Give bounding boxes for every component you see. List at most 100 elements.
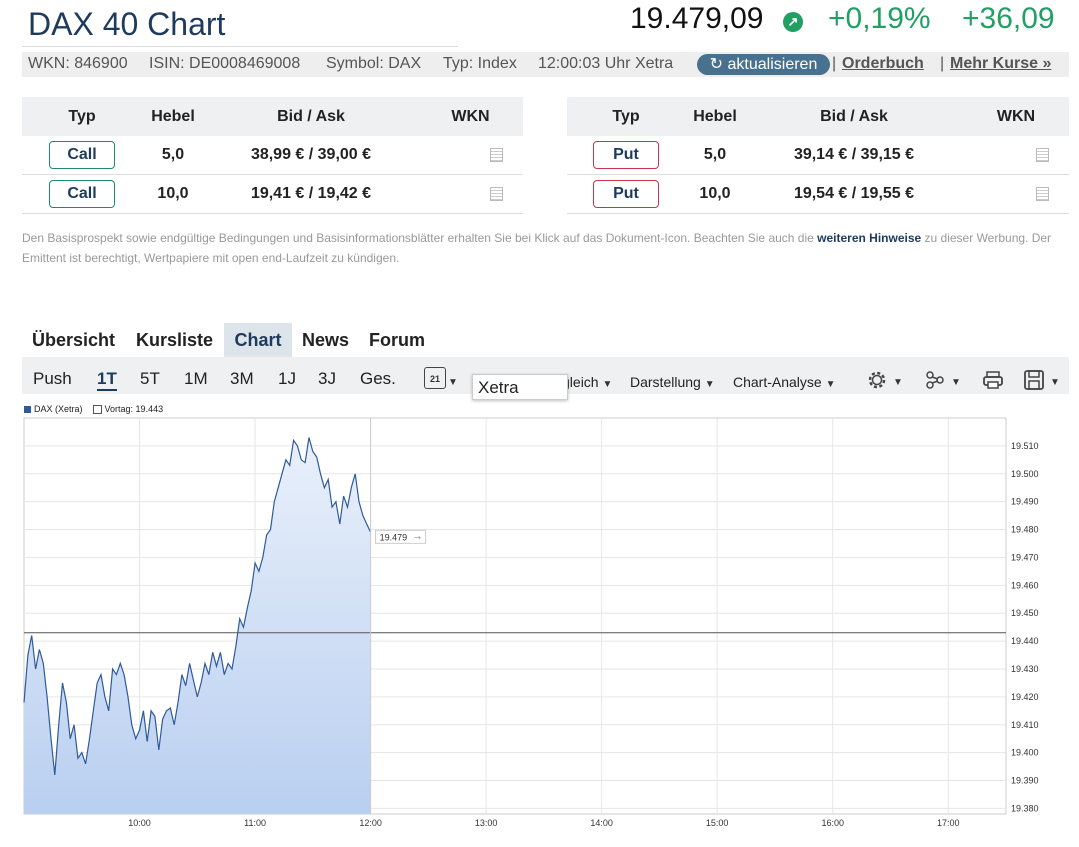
change-absolute: +36,09 xyxy=(962,2,1055,35)
lever-value: 5,0 xyxy=(685,136,745,175)
table-header: Typ Hebel Bid / Ask WKN xyxy=(22,97,523,136)
document-icon[interactable] xyxy=(1036,186,1049,201)
x-tick-label: 13:00 xyxy=(475,818,498,828)
range-1j[interactable]: 1J xyxy=(278,369,296,388)
calendar-icon[interactable]: 21 xyxy=(424,367,446,389)
x-tick-label: 14:00 xyxy=(590,818,613,828)
col-type: Typ xyxy=(22,97,142,136)
document-icon[interactable] xyxy=(1036,147,1049,162)
range-5t[interactable]: 5T xyxy=(140,369,160,388)
display-label: Darstellung xyxy=(630,374,701,390)
col-lever: Hebel xyxy=(142,97,204,136)
range-1m[interactable]: 1M xyxy=(184,369,208,388)
col-bidask: Bid / Ask xyxy=(204,97,418,136)
chevron-down-icon: ▼ xyxy=(825,379,836,390)
col-bidask: Bid / Ask xyxy=(745,97,963,136)
col-lever: Hebel xyxy=(685,97,745,136)
table-row: Put 5,0 39,14 € / 39,15 € xyxy=(567,136,1069,175)
y-tick-label: 19.390 xyxy=(1011,776,1039,786)
disclaimer: Den Basisprospekt sowie endgültige Bedin… xyxy=(22,228,1062,268)
gear-icon[interactable] xyxy=(866,369,888,391)
col-wkn: WKN xyxy=(418,97,523,136)
chevron-down-icon: ▼ xyxy=(602,379,613,390)
quote-time: 12:00:03 Uhr Xetra xyxy=(538,55,674,72)
call-button[interactable]: Call xyxy=(49,141,115,169)
range-push[interactable]: Push xyxy=(33,369,72,388)
print-icon[interactable] xyxy=(982,369,1004,391)
y-tick-label: 19.400 xyxy=(1011,748,1039,758)
indicator-icon[interactable] xyxy=(924,369,946,391)
y-tick-label: 19.510 xyxy=(1011,441,1039,451)
exchange-select[interactable]: Xetra xyxy=(472,374,568,400)
calendar-caret[interactable]: ▼ xyxy=(448,377,458,388)
legend-swatch xyxy=(92,405,102,415)
tab-forum[interactable]: Forum xyxy=(369,330,425,350)
chart-legend: DAX (Xetra) Vortag: 19.443 xyxy=(24,404,163,415)
x-tick-label: 15:00 xyxy=(706,818,729,828)
document-icon[interactable] xyxy=(490,186,503,201)
table-row: Put 10,0 19,54 € / 19,55 € xyxy=(567,174,1069,214)
put-button[interactable]: Put xyxy=(593,180,659,208)
type-text: Typ: Index xyxy=(443,55,517,72)
range-ges[interactable]: Ges. xyxy=(360,369,396,388)
y-tick-label: 19.430 xyxy=(1011,664,1039,674)
tab-news[interactable]: News xyxy=(302,330,350,350)
display-dropdown[interactable]: Darstellung ▼ xyxy=(630,374,715,390)
x-tick-label: 17:00 xyxy=(937,818,960,828)
analysis-label: Chart-Analyse xyxy=(733,374,822,390)
disclaimer-text-2: zu dieser Werbung. Der Emittent ist bere… xyxy=(22,231,1052,265)
y-tick-label: 19.460 xyxy=(1011,580,1039,590)
orderbook-link[interactable]: Orderbuch xyxy=(842,55,924,72)
tab-uebersicht[interactable]: Übersicht xyxy=(32,330,116,350)
indicator-caret[interactable]: ▼ xyxy=(951,377,961,388)
tab-chart[interactable]: Chart xyxy=(224,323,292,357)
further-notes-link[interactable]: weiteren Hinweise xyxy=(817,231,922,245)
range-3j[interactable]: 3J xyxy=(318,369,336,388)
document-icon[interactable] xyxy=(490,147,503,162)
lever-value: 10,0 xyxy=(142,174,204,214)
lever-value: 5,0 xyxy=(142,136,204,175)
analysis-dropdown[interactable]: Chart-Analyse ▼ xyxy=(733,374,836,390)
range-1t[interactable]: 1T xyxy=(97,369,117,391)
bidask-value: 38,99 € / 39,00 € xyxy=(204,136,418,175)
y-tick-label: 19.450 xyxy=(1011,608,1039,618)
wkn-text: WKN: 846900 xyxy=(28,55,128,72)
x-tick-label: 16:00 xyxy=(821,818,844,828)
chevron-down-icon: ▼ xyxy=(704,379,715,390)
col-wkn: WKN xyxy=(963,97,1069,136)
current-price: 19.479,09 xyxy=(630,2,764,35)
symbol-text: Symbol: DAX xyxy=(326,55,422,72)
col-type: Typ xyxy=(567,97,685,136)
y-tick-label: 19.480 xyxy=(1011,525,1039,535)
lever-value: 10,0 xyxy=(685,174,745,214)
info-bar xyxy=(22,52,1069,77)
y-tick-label: 19.500 xyxy=(1011,469,1039,479)
save-icon[interactable] xyxy=(1023,369,1045,391)
legend-swatch xyxy=(24,406,31,414)
y-tick-label: 19.440 xyxy=(1011,636,1039,646)
x-tick-label: 10:00 xyxy=(128,818,151,828)
price-line xyxy=(23,437,372,776)
bidask-value: 19,54 € / 19,55 € xyxy=(745,174,963,214)
range-3m[interactable]: 3M xyxy=(230,369,254,388)
bidask-value: 39,14 € / 39,15 € xyxy=(745,136,963,175)
bidask-value: 19,41 € / 19,42 € xyxy=(204,174,418,214)
table-header: Typ Hebel Bid / Ask WKN xyxy=(567,97,1069,136)
more-quotes-link[interactable]: Mehr Kurse » xyxy=(950,55,1052,72)
refresh-button[interactable]: ↻ aktualisieren xyxy=(697,54,830,75)
y-tick-label: 19.410 xyxy=(1011,720,1039,730)
separator: | xyxy=(940,55,945,72)
refresh-icon: ↻ xyxy=(709,56,724,73)
tab-kursliste[interactable]: Kursliste xyxy=(136,330,214,350)
call-button[interactable]: Call xyxy=(49,180,115,208)
y-tick-label: 19.420 xyxy=(1011,692,1039,702)
put-table: Typ Hebel Bid / Ask WKN Put 5,0 39,14 € … xyxy=(567,97,1069,214)
refresh-label: aktualisieren xyxy=(727,56,818,73)
arrow-right-icon: → xyxy=(414,533,422,543)
last-price-box xyxy=(375,529,427,544)
save-caret[interactable]: ▼ xyxy=(1050,377,1060,388)
put-button[interactable]: Put xyxy=(593,141,659,169)
settings-caret[interactable]: ▼ xyxy=(893,377,903,388)
price-area xyxy=(24,437,371,814)
